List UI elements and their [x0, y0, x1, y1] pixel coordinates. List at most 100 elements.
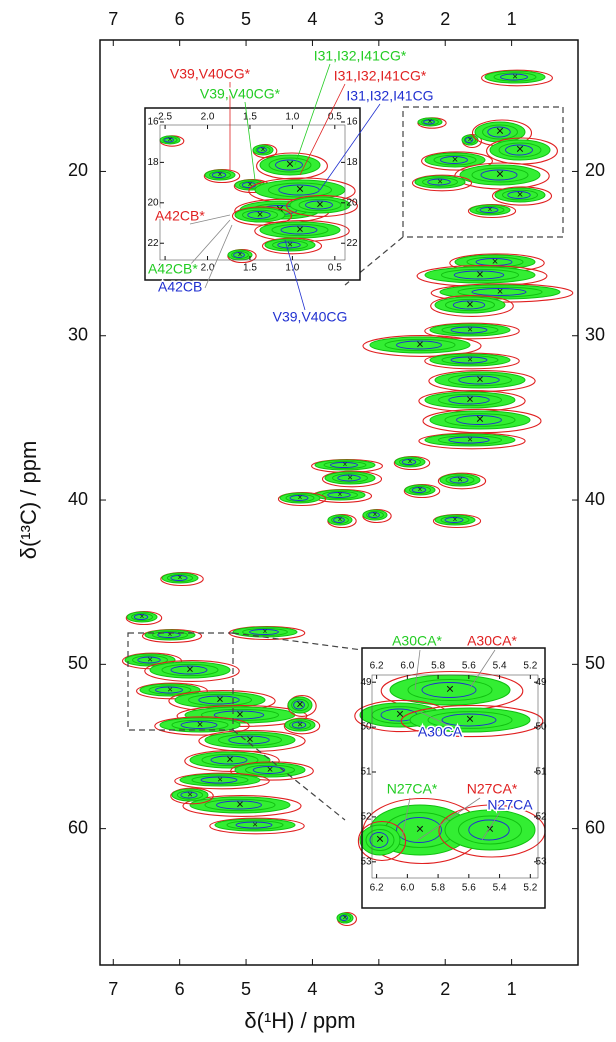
y-tick-label: 20 [68, 160, 88, 180]
peak-cross: × [252, 820, 258, 831]
x-tick-label: 6.2 [370, 661, 384, 672]
contour [322, 491, 358, 499]
contour [200, 776, 238, 784]
inset-frame [361, 647, 546, 909]
contour [327, 492, 351, 498]
peak-cross: × [437, 177, 443, 188]
inset-plot-area [371, 674, 539, 879]
peak-cross: × [167, 685, 173, 696]
contour [331, 516, 349, 524]
peak-cross: × [236, 796, 243, 811]
y-tick-label: 50 [585, 653, 605, 673]
x-tick-label: 0.5 [328, 112, 342, 123]
x-tick-label: 6 [175, 979, 185, 999]
contour [154, 716, 250, 736]
contour [213, 710, 265, 720]
peak-cross: × [467, 435, 473, 446]
y-tick-label: 52 [360, 812, 372, 823]
x-tick-label: 5.8 [431, 661, 445, 672]
peak-cross: × [466, 711, 474, 727]
contour [201, 753, 259, 767]
contour [338, 914, 352, 922]
contour [424, 352, 520, 370]
y-tick-label: 18 [346, 157, 358, 168]
contour [211, 172, 227, 178]
contour [170, 787, 214, 805]
peak-cross: × [343, 913, 348, 922]
x-tick-label: 5.4 [493, 661, 507, 672]
contour [268, 182, 332, 198]
contour [133, 614, 149, 620]
contour [148, 685, 192, 695]
peak-cross: × [347, 473, 353, 484]
contour [132, 655, 168, 665]
contour [421, 151, 493, 171]
annotation: A30CA [418, 724, 463, 740]
contour [272, 240, 308, 250]
contour [441, 355, 499, 365]
contour [357, 820, 407, 862]
contour [438, 435, 502, 445]
contour [141, 628, 203, 644]
contour [226, 820, 284, 830]
contour [475, 206, 505, 214]
peak-cross: × [248, 180, 253, 189]
contour [275, 159, 303, 171]
peak-cross: × [296, 221, 303, 236]
contour [411, 174, 473, 192]
y-axis-label: δ(¹³C) / ppm [16, 441, 41, 560]
contour [242, 628, 288, 636]
x-tick-label: 3 [374, 9, 384, 29]
contour [384, 338, 456, 352]
contour [174, 772, 270, 790]
inset-frame [144, 107, 361, 281]
x-tick-label: 1.0 [285, 112, 299, 123]
y-tick-label: 52 [535, 812, 547, 823]
contour [444, 517, 464, 523]
contour [176, 790, 204, 800]
x-tick-label: 6.0 [400, 661, 414, 672]
peak-cross: × [217, 775, 223, 786]
contour [452, 300, 486, 310]
contour [433, 154, 477, 166]
contour [298, 198, 342, 212]
x-tick-label: 4 [307, 9, 317, 29]
contour [457, 286, 543, 298]
y-tick-label: 40 [68, 489, 88, 509]
annotation: I31,I32,I41CG* [334, 68, 427, 84]
contour [422, 408, 542, 434]
x-tick-label: 5 [241, 979, 251, 999]
annotation: A30CA* [392, 633, 442, 649]
annotation: V39,V40CG [273, 309, 348, 325]
contour [427, 711, 513, 729]
x-tick-label: 2 [440, 979, 450, 999]
contour [339, 915, 349, 921]
contour [160, 571, 204, 587]
x-tick-label: 5.6 [462, 661, 476, 672]
x-tick-label: 6.2 [370, 883, 384, 894]
peak-cross: × [466, 391, 473, 406]
annotation: A30CA* [467, 633, 517, 649]
x-tick-label: 5.2 [523, 661, 537, 672]
contour [277, 241, 301, 249]
x-tick-label: 5.6 [462, 883, 476, 894]
contour [403, 483, 441, 499]
contour [505, 144, 533, 156]
contour [445, 298, 495, 312]
insets: × × × × × × × × × × × × 2.5 2.5 2.0 2.0 1.5 1.5 1.0 1.0 0.5 0… [144, 107, 547, 909]
peak-cross: × [488, 205, 493, 214]
peak-cross: × [178, 573, 183, 582]
contour [203, 168, 241, 184]
leader [299, 83, 346, 176]
contour [286, 195, 358, 217]
annotation: N27CA* [467, 781, 518, 797]
contour [500, 73, 528, 81]
contour [231, 251, 249, 259]
x-tick-label: 3 [374, 979, 384, 999]
peak-cross: × [257, 209, 264, 221]
contour [445, 475, 475, 485]
contour [209, 171, 231, 179]
x-tick-label: 2.5 [158, 263, 172, 274]
peak-cross: × [418, 485, 423, 494]
